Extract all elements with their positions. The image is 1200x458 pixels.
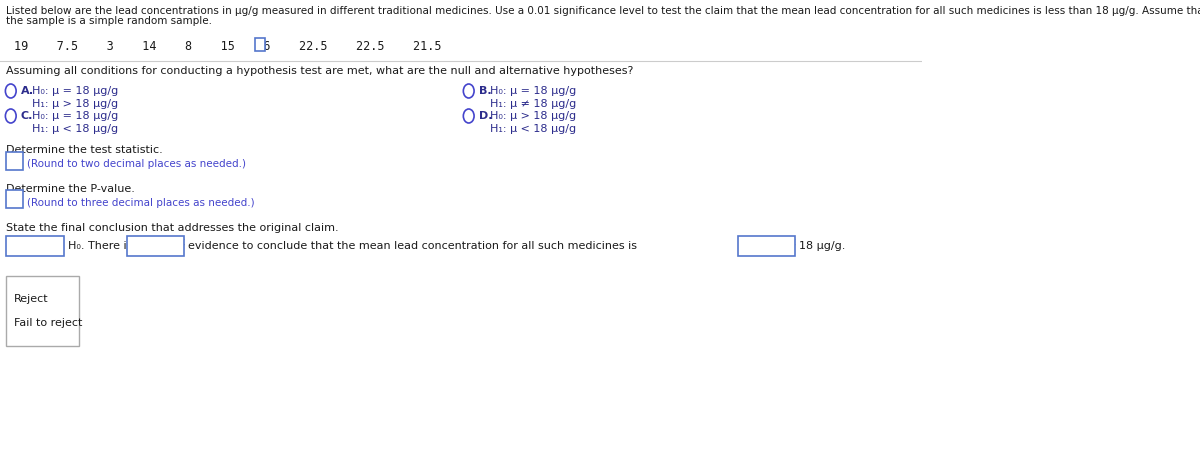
Text: (Round to two decimal places as needed.): (Round to two decimal places as needed.) (26, 159, 246, 169)
Text: H₀: μ = 18 μg/g: H₀: μ = 18 μg/g (32, 86, 119, 96)
FancyBboxPatch shape (6, 276, 79, 346)
Text: C.: C. (20, 111, 34, 121)
Text: H₁: μ < 18 μg/g: H₁: μ < 18 μg/g (491, 124, 576, 134)
Text: Listed below are the lead concentrations in μg/g measured in different tradition: Listed below are the lead concentrations… (6, 6, 1200, 16)
Text: Assuming all conditions for conducting a hypothesis test are met, what are the n: Assuming all conditions for conducting a… (6, 66, 634, 76)
Text: H₁: μ ≠ 18 μg/g: H₁: μ ≠ 18 μg/g (491, 99, 576, 109)
Text: ▼: ▼ (55, 243, 60, 249)
Text: ▼: ▼ (175, 243, 181, 249)
Text: Determine the test statistic.: Determine the test statistic. (6, 145, 163, 155)
Text: Reject: Reject (14, 294, 48, 304)
Text: the sample is a simple random sample.: the sample is a simple random sample. (6, 16, 212, 26)
FancyBboxPatch shape (6, 152, 23, 170)
Text: H₀. There is: H₀. There is (67, 241, 132, 251)
Text: 19    7.5    3    14    8    15    6    22.5    22.5    21.5: 19 7.5 3 14 8 15 6 22.5 22.5 21.5 (14, 40, 442, 53)
Text: 18 μg/g.: 18 μg/g. (799, 241, 846, 251)
Text: H₀: μ = 18 μg/g: H₀: μ = 18 μg/g (32, 111, 119, 121)
Text: H₁: μ < 18 μg/g: H₁: μ < 18 μg/g (32, 124, 119, 134)
Text: Determine the P-value.: Determine the P-value. (6, 184, 136, 194)
Text: (Round to three decimal places as needed.): (Round to three decimal places as needed… (26, 198, 254, 208)
Text: A.: A. (20, 86, 34, 96)
FancyBboxPatch shape (6, 236, 64, 256)
Text: State the final conclusion that addresses the original claim.: State the final conclusion that addresse… (6, 223, 338, 233)
Text: H₁: μ > 18 μg/g: H₁: μ > 18 μg/g (32, 99, 119, 109)
Text: ▼: ▼ (786, 243, 792, 249)
Text: H₀: μ = 18 μg/g: H₀: μ = 18 μg/g (491, 86, 576, 96)
FancyBboxPatch shape (738, 236, 796, 256)
Text: H₀: μ > 18 μg/g: H₀: μ > 18 μg/g (491, 111, 576, 121)
Text: D.: D. (479, 111, 492, 121)
FancyBboxPatch shape (256, 38, 265, 51)
Text: B.: B. (479, 86, 491, 96)
Text: Fail to reject: Fail to reject (14, 318, 83, 328)
FancyBboxPatch shape (6, 190, 23, 208)
Text: evidence to conclude that the mean lead concentration for all such medicines is: evidence to conclude that the mean lead … (188, 241, 637, 251)
FancyBboxPatch shape (127, 236, 185, 256)
